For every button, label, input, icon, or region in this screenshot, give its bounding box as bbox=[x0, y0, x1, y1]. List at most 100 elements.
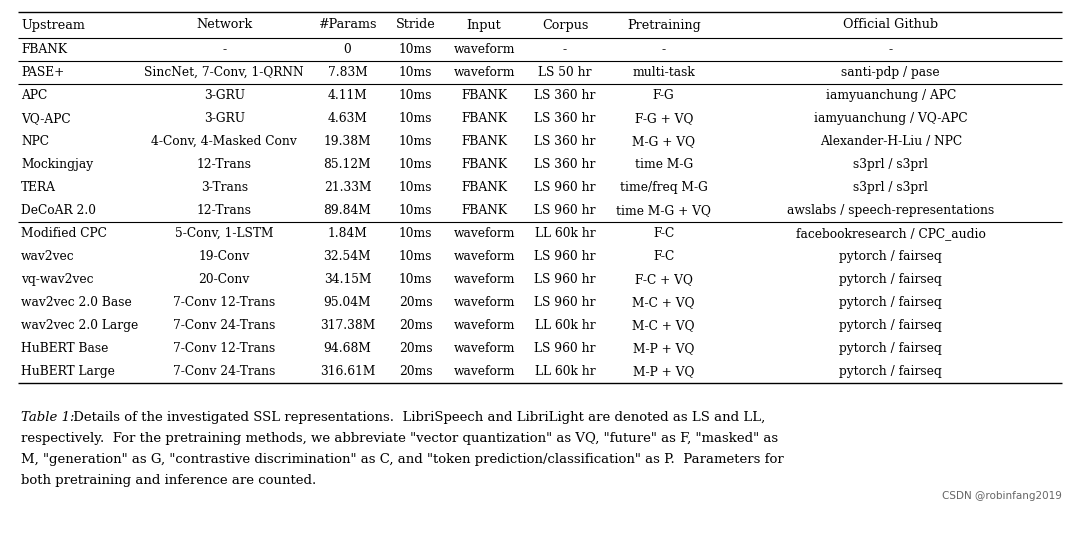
Text: 10ms: 10ms bbox=[399, 135, 432, 148]
Text: 10ms: 10ms bbox=[399, 89, 432, 102]
Text: LS 960 hr: LS 960 hr bbox=[535, 250, 596, 263]
Text: Table 1:: Table 1: bbox=[21, 411, 79, 424]
Text: FBANK: FBANK bbox=[461, 89, 508, 102]
Text: LL 60k hr: LL 60k hr bbox=[535, 365, 595, 378]
Text: LS 360 hr: LS 360 hr bbox=[535, 112, 596, 125]
Text: pytorch / fairseq: pytorch / fairseq bbox=[839, 365, 942, 378]
Text: 20ms: 20ms bbox=[399, 319, 433, 332]
Text: 10ms: 10ms bbox=[399, 66, 432, 79]
Text: FBANK: FBANK bbox=[461, 135, 508, 148]
Text: iamyuanchung / VQ-APC: iamyuanchung / VQ-APC bbox=[814, 112, 968, 125]
Text: waveform: waveform bbox=[454, 342, 515, 355]
Text: 89.84M: 89.84M bbox=[323, 204, 372, 217]
Text: 3-GRU: 3-GRU bbox=[204, 89, 245, 102]
Text: SincNet, 7-Conv, 1-QRNN: SincNet, 7-Conv, 1-QRNN bbox=[145, 66, 303, 79]
Text: waveform: waveform bbox=[454, 365, 515, 378]
Text: waveform: waveform bbox=[454, 43, 515, 56]
Text: DeCoAR 2.0: DeCoAR 2.0 bbox=[21, 204, 96, 217]
Text: F-C: F-C bbox=[653, 250, 674, 263]
Text: LL 60k hr: LL 60k hr bbox=[535, 227, 595, 240]
Text: APC: APC bbox=[21, 89, 48, 102]
Text: 94.68M: 94.68M bbox=[323, 342, 372, 355]
Text: s3prl / s3prl: s3prl / s3prl bbox=[853, 158, 928, 171]
Text: 7-Conv 12-Trans: 7-Conv 12-Trans bbox=[173, 296, 275, 309]
Text: s3prl / s3prl: s3prl / s3prl bbox=[853, 181, 928, 194]
Text: waveform: waveform bbox=[454, 66, 515, 79]
Text: 10ms: 10ms bbox=[399, 181, 432, 194]
Text: multi-task: multi-task bbox=[632, 66, 696, 79]
Text: 34.15M: 34.15M bbox=[324, 273, 372, 286]
Text: 10ms: 10ms bbox=[399, 204, 432, 217]
Text: -: - bbox=[222, 43, 226, 56]
Text: 12-Trans: 12-Trans bbox=[197, 158, 252, 171]
Text: 10ms: 10ms bbox=[399, 43, 432, 56]
Text: time M-G + VQ: time M-G + VQ bbox=[617, 204, 711, 217]
Text: 10ms: 10ms bbox=[399, 250, 432, 263]
Text: waveform: waveform bbox=[454, 296, 515, 309]
Text: 5-Conv, 1-LSTM: 5-Conv, 1-LSTM bbox=[175, 227, 273, 240]
Text: Modified CPC: Modified CPC bbox=[21, 227, 107, 240]
Text: 317.38M: 317.38M bbox=[320, 319, 375, 332]
Text: LS 960 hr: LS 960 hr bbox=[535, 181, 596, 194]
Text: Official Github: Official Github bbox=[843, 18, 939, 32]
Text: 1.84M: 1.84M bbox=[327, 227, 367, 240]
Text: pytorch / fairseq: pytorch / fairseq bbox=[839, 296, 942, 309]
Text: 19.38M: 19.38M bbox=[324, 135, 372, 148]
Text: 7-Conv 24-Trans: 7-Conv 24-Trans bbox=[173, 365, 275, 378]
Text: 3-Trans: 3-Trans bbox=[201, 181, 247, 194]
Text: waveform: waveform bbox=[454, 250, 515, 263]
Text: M-P + VQ: M-P + VQ bbox=[633, 365, 694, 378]
Text: LL 60k hr: LL 60k hr bbox=[535, 319, 595, 332]
Text: 7-Conv 24-Trans: 7-Conv 24-Trans bbox=[173, 319, 275, 332]
Text: 32.54M: 32.54M bbox=[324, 250, 372, 263]
Text: time M-G: time M-G bbox=[635, 158, 693, 171]
Text: F-C + VQ: F-C + VQ bbox=[635, 273, 692, 286]
Text: LS 960 hr: LS 960 hr bbox=[535, 273, 596, 286]
Text: pytorch / fairseq: pytorch / fairseq bbox=[839, 273, 942, 286]
Text: FBANK: FBANK bbox=[461, 204, 508, 217]
Text: 12-Trans: 12-Trans bbox=[197, 204, 252, 217]
Text: TERA: TERA bbox=[21, 181, 56, 194]
Text: -: - bbox=[662, 43, 665, 56]
Text: 10ms: 10ms bbox=[399, 273, 432, 286]
Text: 21.33M: 21.33M bbox=[324, 181, 372, 194]
Text: Pretraining: Pretraining bbox=[626, 18, 701, 32]
Text: Alexander-H-Liu / NPC: Alexander-H-Liu / NPC bbox=[820, 135, 962, 148]
Text: pytorch / fairseq: pytorch / fairseq bbox=[839, 250, 942, 263]
Text: FBANK: FBANK bbox=[461, 112, 508, 125]
Text: both pretraining and inference are counted.: both pretraining and inference are count… bbox=[21, 474, 316, 487]
Text: M, "generation" as G, "contrastive discrimination" as C, and "token prediction/c: M, "generation" as G, "contrastive discr… bbox=[21, 453, 784, 466]
Text: M-P + VQ: M-P + VQ bbox=[633, 342, 694, 355]
Text: 20-Conv: 20-Conv bbox=[199, 273, 249, 286]
Text: Stride: Stride bbox=[396, 18, 435, 32]
Text: Mockingjay: Mockingjay bbox=[21, 158, 93, 171]
Text: waveform: waveform bbox=[454, 273, 515, 286]
Text: iamyuanchung / APC: iamyuanchung / APC bbox=[825, 89, 956, 102]
Text: Input: Input bbox=[467, 18, 501, 32]
Text: 7.83M: 7.83M bbox=[327, 66, 367, 79]
Text: 10ms: 10ms bbox=[399, 158, 432, 171]
Text: 4-Conv, 4-Masked Conv: 4-Conv, 4-Masked Conv bbox=[151, 135, 297, 148]
Text: M-C + VQ: M-C + VQ bbox=[633, 319, 694, 332]
Text: 10ms: 10ms bbox=[399, 112, 432, 125]
Text: HuBERT Base: HuBERT Base bbox=[21, 342, 108, 355]
Text: LS 960 hr: LS 960 hr bbox=[535, 296, 596, 309]
Text: LS 960 hr: LS 960 hr bbox=[535, 204, 596, 217]
Text: NPC: NPC bbox=[21, 135, 49, 148]
Text: FBANK: FBANK bbox=[461, 158, 508, 171]
Text: CSDN @robinfang2019: CSDN @robinfang2019 bbox=[942, 491, 1062, 501]
Text: -: - bbox=[889, 43, 893, 56]
Text: #Params: #Params bbox=[319, 18, 377, 32]
Text: 4.63M: 4.63M bbox=[327, 112, 367, 125]
Text: time/freq M-G: time/freq M-G bbox=[620, 181, 707, 194]
Text: LS 360 hr: LS 360 hr bbox=[535, 158, 596, 171]
Text: F-C: F-C bbox=[653, 227, 674, 240]
Text: 19-Conv: 19-Conv bbox=[199, 250, 249, 263]
Text: Network: Network bbox=[197, 18, 253, 32]
Text: wav2vec: wav2vec bbox=[21, 250, 75, 263]
Text: LS 50 hr: LS 50 hr bbox=[538, 66, 592, 79]
Text: FBANK: FBANK bbox=[21, 43, 67, 56]
Text: F-G + VQ: F-G + VQ bbox=[635, 112, 693, 125]
Text: 85.12M: 85.12M bbox=[324, 158, 372, 171]
Text: M-C + VQ: M-C + VQ bbox=[633, 296, 694, 309]
